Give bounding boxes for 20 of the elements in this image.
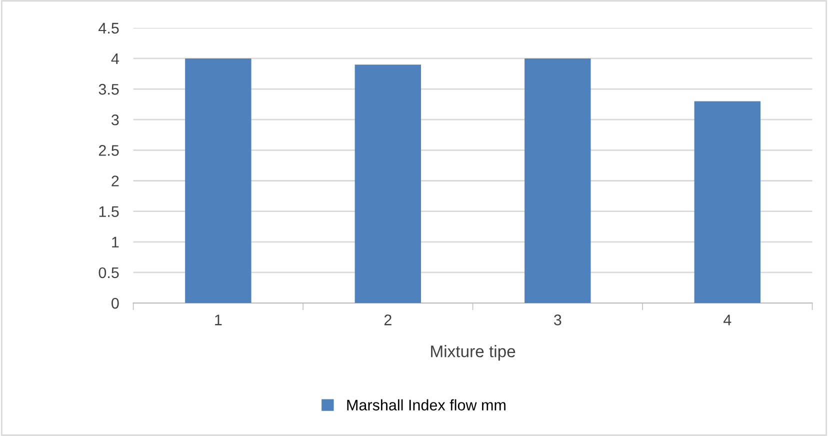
legend-label: Marshall Index flow mm: [347, 399, 506, 411]
x-tick-label: 1: [215, 314, 222, 326]
y-tick-label: 0.5: [98, 267, 119, 278]
x-tick-label: 4: [724, 314, 732, 326]
y-tick-label: 3.5: [98, 84, 119, 95]
bar: [524, 58, 591, 304]
y-tick-label: 0: [112, 298, 119, 309]
x-tick-label: 3: [554, 314, 562, 326]
bar: [694, 101, 760, 304]
y-tick-label: 2: [112, 176, 119, 186]
y-tick-label: 4.5: [98, 22, 119, 34]
y-tick-label: 2.5: [98, 145, 119, 156]
y-tick-label: 3: [112, 114, 119, 126]
y-tick-label: 4: [111, 54, 119, 64]
x-axis-title: Mixture tipe: [431, 345, 516, 361]
x-tick-label: 2: [384, 314, 392, 326]
y-tick-label: 1.5: [99, 206, 119, 217]
y-tick-label: 1: [112, 236, 119, 248]
bar: [354, 64, 422, 304]
bar: [185, 58, 252, 304]
